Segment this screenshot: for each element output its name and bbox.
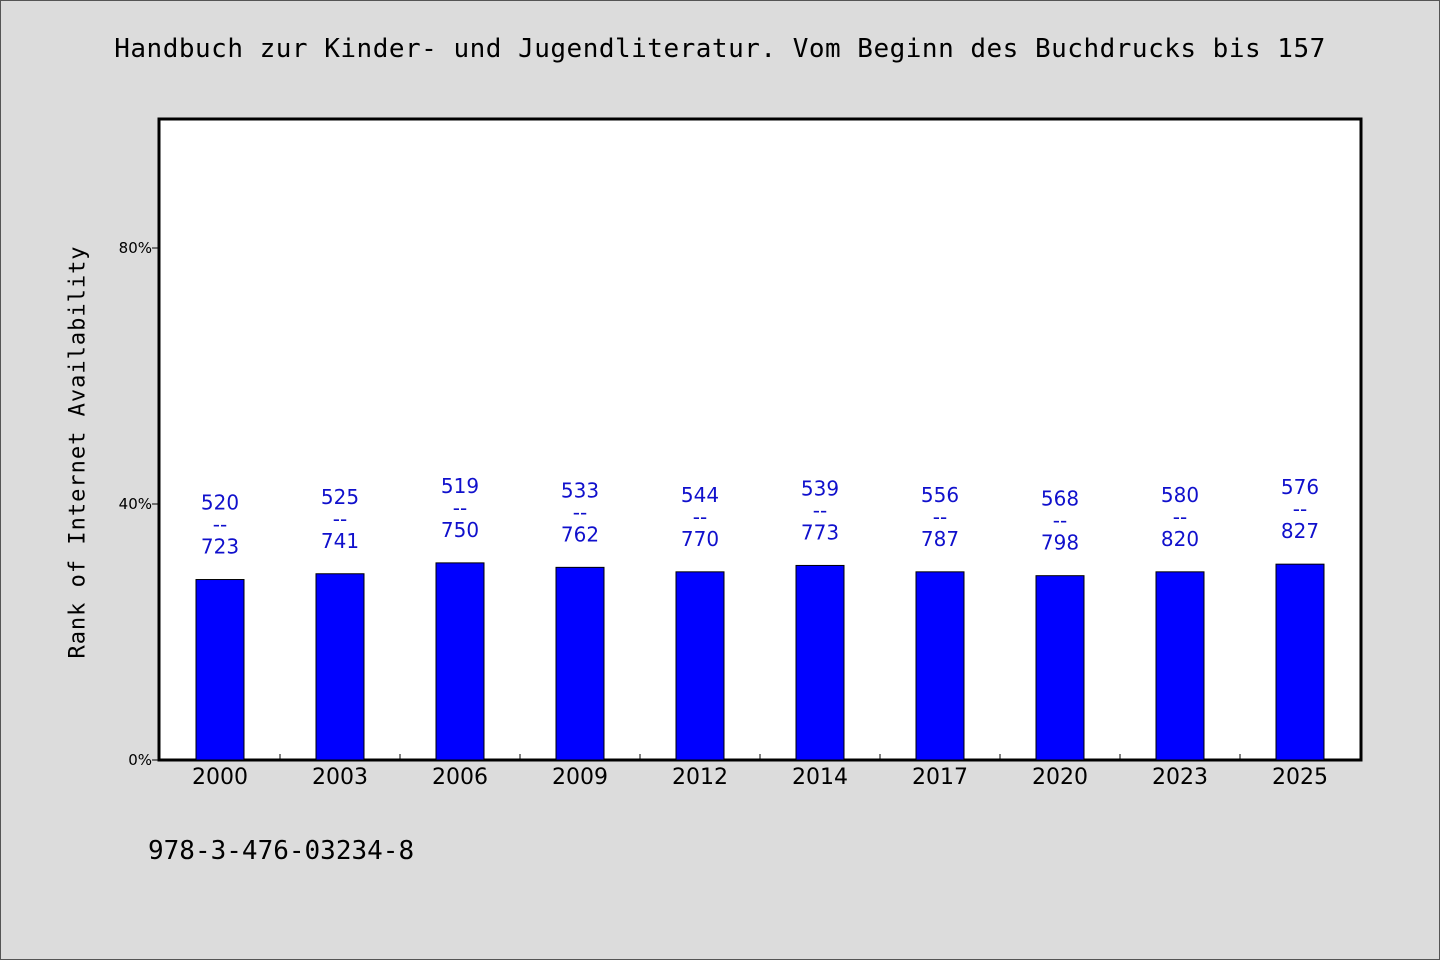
x-tick-label: 2009 <box>552 765 608 790</box>
x-tick-label: 2003 <box>312 765 368 790</box>
bar-data-label: 827 <box>1281 519 1319 543</box>
bar-data-label: 741 <box>321 529 359 553</box>
bars-layer <box>195 562 1325 761</box>
bar-data-label: -- <box>453 496 467 520</box>
x-tick-label: 2025 <box>1272 765 1328 790</box>
labels-layer: 2000520--7232003525--7412006519--7502009… <box>192 474 1328 790</box>
bar-2017 <box>915 571 965 761</box>
isbn-footer: 978-3-476-03234-8 <box>148 836 415 866</box>
bar-data-label: -- <box>573 500 587 524</box>
bar-2012 <box>675 571 725 761</box>
axis-layer: 0% 40% 80% <box>119 239 1241 769</box>
bar-data-label: 750 <box>441 518 479 542</box>
bar-2025 <box>1275 563 1325 761</box>
bar-2006 <box>435 562 485 761</box>
bar-data-label: 568 <box>1041 487 1079 511</box>
bar-2023 <box>1155 571 1205 761</box>
bar-data-label: -- <box>1293 497 1307 521</box>
x-tick-label: 2000 <box>192 765 248 790</box>
bar-data-label: 556 <box>921 483 959 507</box>
bar-data-label: 762 <box>561 522 599 546</box>
bar-data-label: 773 <box>801 520 839 544</box>
bar-data-label: 723 <box>201 535 239 559</box>
bar-data-label: 580 <box>1161 483 1199 507</box>
y-tick-label: 40% <box>119 495 152 513</box>
y-tick-label: 80% <box>119 239 152 257</box>
bar-data-label: -- <box>1053 509 1067 533</box>
bar-data-label: -- <box>333 507 347 531</box>
bar-data-label: 539 <box>801 476 839 500</box>
bar-2014 <box>795 564 845 761</box>
bar-data-label: -- <box>693 505 707 529</box>
bar-data-label: 519 <box>441 474 479 498</box>
bar-data-label: 787 <box>921 527 959 551</box>
bar-data-label: 544 <box>681 483 719 507</box>
bar-data-label: 533 <box>561 478 599 502</box>
y-tick-label: 0% <box>128 751 152 769</box>
x-tick-label: 2023 <box>1152 765 1208 790</box>
bar-2009 <box>555 566 605 761</box>
bar-2020 <box>1035 575 1085 761</box>
x-tick-label: 2020 <box>1032 765 1088 790</box>
bar-2000 <box>195 579 245 761</box>
x-tick-label: 2012 <box>672 765 728 790</box>
x-tick-label: 2014 <box>792 765 848 790</box>
bar-data-label: -- <box>213 513 227 537</box>
bar-2003 <box>315 573 365 761</box>
bar-data-label: 520 <box>201 491 239 515</box>
bar-data-label: 576 <box>1281 475 1319 499</box>
bar-data-label: -- <box>933 505 947 529</box>
bar-data-label: 798 <box>1041 531 1079 555</box>
bar-data-label: 525 <box>321 485 359 509</box>
x-tick-label: 2017 <box>912 765 968 790</box>
bar-data-label: -- <box>1173 505 1187 529</box>
bar-data-label: -- <box>813 498 827 522</box>
bar-data-label: 770 <box>681 527 719 551</box>
chart-title: Handbuch zur Kinder- und Jugendliteratur… <box>114 34 1326 64</box>
x-tick-label: 2006 <box>432 765 488 790</box>
bar-data-label: 820 <box>1161 527 1199 551</box>
